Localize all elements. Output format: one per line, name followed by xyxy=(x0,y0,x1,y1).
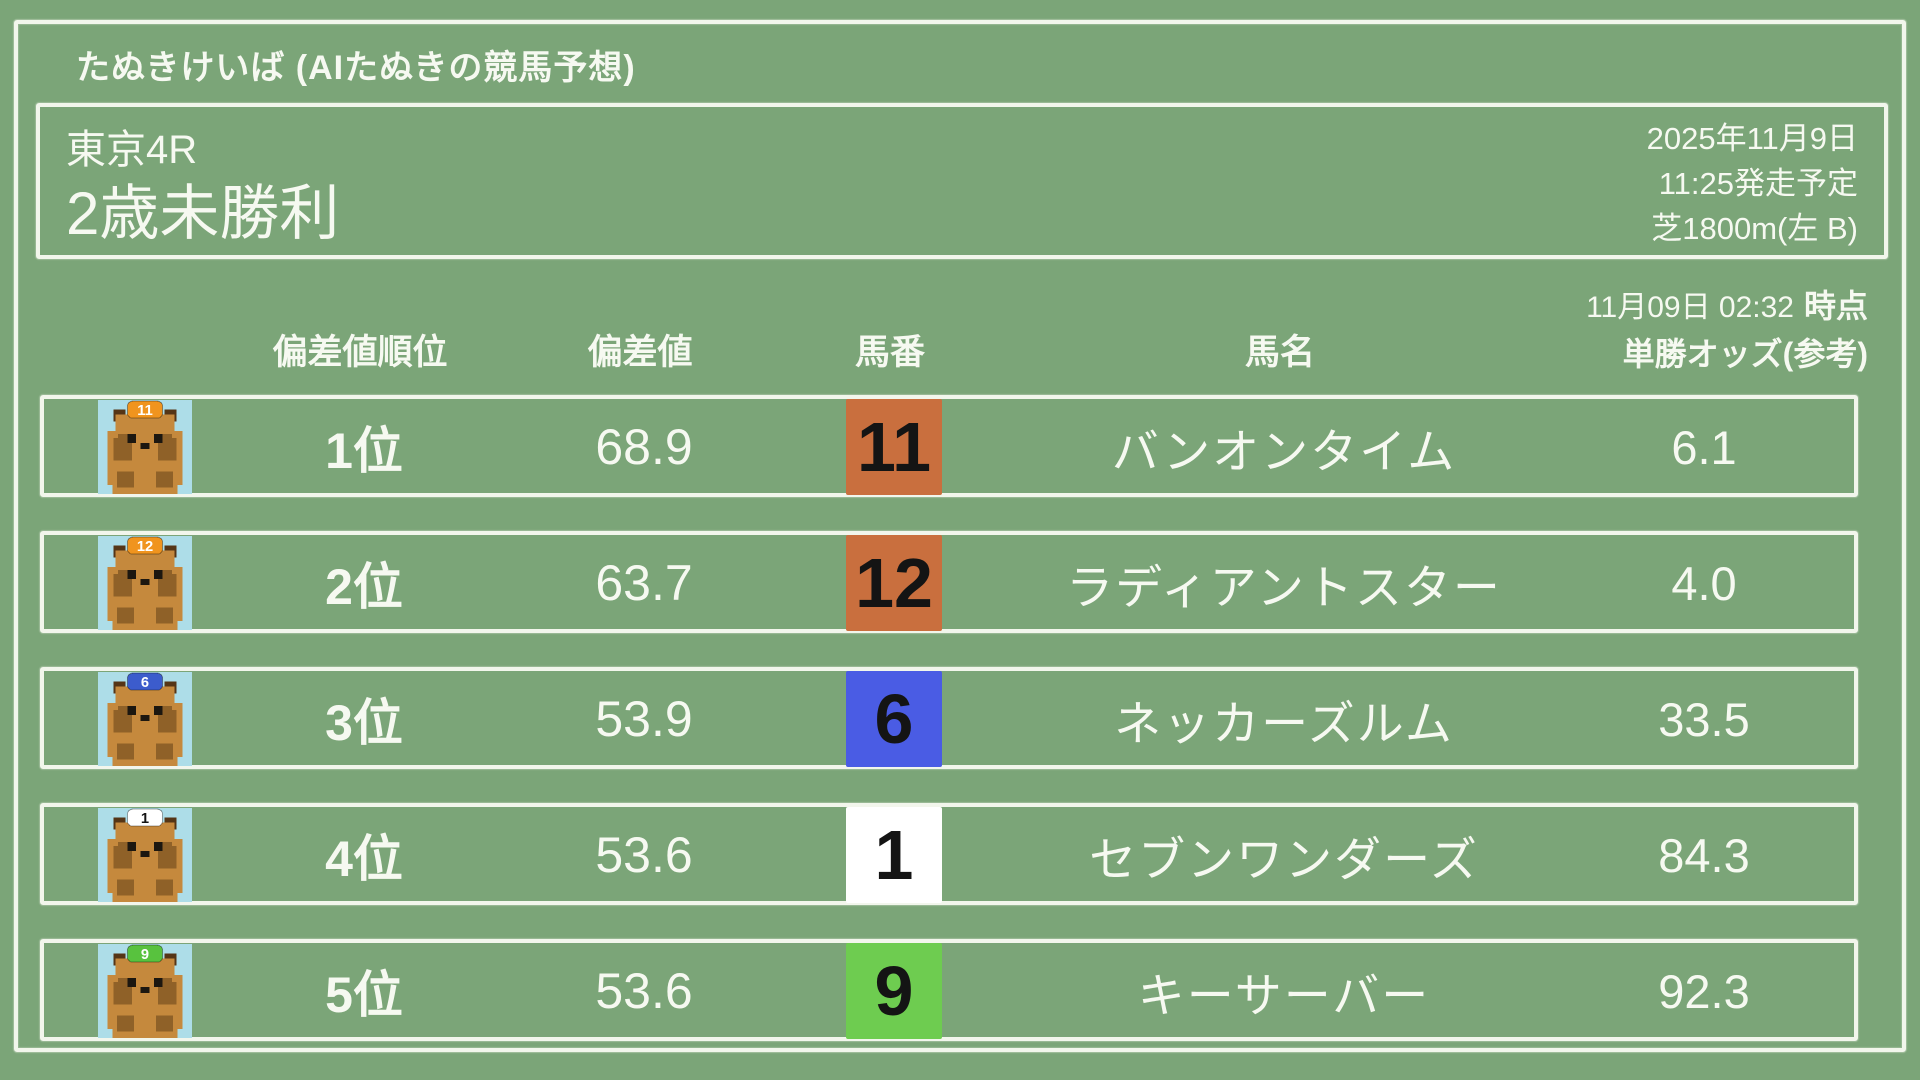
race-name: 2歳未勝利 xyxy=(66,180,340,247)
icon-cell: 6 xyxy=(44,672,214,766)
horse-number-badge: 6 xyxy=(846,671,942,767)
horse-number-badge: 11 xyxy=(846,399,942,495)
deviation-cell: 53.6 xyxy=(595,827,693,883)
header-icon-spacer xyxy=(40,375,210,381)
odds-time-suffix: 時点 xyxy=(1803,288,1868,324)
header-rank: 偏差値順位 xyxy=(272,333,448,372)
odds-timestamp: 11月09日 02:32 時点 xyxy=(1550,281,1868,327)
cap-icon xyxy=(126,536,164,555)
horse-name-cell: ネッカーズルム xyxy=(1114,696,1454,750)
horse-number-cell: 11 xyxy=(774,399,1014,495)
tanuki-avatar-icon: 11 xyxy=(98,400,192,494)
tanuki-avatar-icon: 9 xyxy=(98,944,192,1038)
cap-icon xyxy=(126,400,164,419)
horse-name-cell: ラディアントスター xyxy=(1066,560,1502,614)
odds-cell: 92.3 xyxy=(1658,964,1750,1018)
app-title: たぬきけいば (AIたぬきの競馬予想) xyxy=(76,49,636,87)
race-info-box: 東京4R 2歳未勝利 2025年11月9日 11:25発走予定 芝1800m(左… xyxy=(36,103,1888,259)
tanuki-avatar-icon: 6 xyxy=(98,672,192,766)
odds-label: 単勝オッズ(参考) xyxy=(1622,336,1868,372)
icon-cell: 12 xyxy=(44,536,214,630)
odds-cell: 84.3 xyxy=(1658,828,1750,882)
cap-number: 11 xyxy=(137,403,153,419)
table-row: 9 5位 53.6 9 キーサーバー 92.3 xyxy=(40,939,1858,1041)
race-date: 2025年11月9日 xyxy=(1646,121,1858,156)
horse-name-cell: バンオンタイム xyxy=(1111,424,1457,478)
icon-cell: 9 xyxy=(44,944,214,1038)
horse-number-badge: 9 xyxy=(846,943,942,1039)
cap-number: 1 xyxy=(141,811,149,827)
race-info-left: 東京4R 2歳未勝利 xyxy=(66,115,339,247)
odds-cell: 6.1 xyxy=(1671,420,1737,474)
tanuki-avatar-icon: 1 xyxy=(98,808,192,902)
icon-cell: 1 xyxy=(44,808,214,902)
horse-number-badge: 1 xyxy=(846,807,942,903)
odds-time-text: 11月09日 02:32 xyxy=(1586,291,1794,324)
rank-cell: 1位 xyxy=(325,423,403,479)
race-track: 芝1800m(左 B) xyxy=(1651,210,1858,246)
table-row: 1 4位 53.6 1 セブンワンダーズ 84.3 xyxy=(40,803,1858,905)
cap-icon xyxy=(126,944,164,963)
header-deviation: 偏差値 xyxy=(587,333,693,372)
rank-cell: 2位 xyxy=(325,559,403,615)
table-row: 11 1位 68.9 11 バンオンタイム 6.1 xyxy=(40,395,1858,497)
horse-number-badge: 12 xyxy=(846,535,942,631)
table-row: 12 2位 63.7 12 ラディアントスター 4.0 xyxy=(40,531,1858,633)
icon-cell: 11 xyxy=(44,400,214,494)
deviation-cell: 63.7 xyxy=(595,555,693,611)
table-row: 6 3位 53.9 6 ネッカーズルム 33.5 xyxy=(40,667,1858,769)
rank-cell: 4位 xyxy=(325,831,403,887)
rank-cell: 3位 xyxy=(325,695,403,751)
cap-icon xyxy=(126,808,164,827)
header-horse-name: 馬名 xyxy=(1244,333,1315,372)
rank-cell: 5位 xyxy=(325,967,403,1023)
table-header: 偏差値順位 偏差値 馬番 馬名 11月09日 02:32 時点 単勝オッズ(参考) xyxy=(40,281,1872,381)
tanuki-avatar-icon: 12 xyxy=(98,536,192,630)
deviation-cell: 53.9 xyxy=(595,691,693,747)
horse-number-cell: 1 xyxy=(774,807,1014,903)
odds-cell: 33.5 xyxy=(1658,692,1750,746)
board-frame: たぬきけいば (AIたぬきの競馬予想) 東京4R 2歳未勝利 2025年11月9… xyxy=(14,20,1906,1052)
deviation-cell: 53.6 xyxy=(595,963,693,1019)
deviation-cell: 68.9 xyxy=(595,419,693,475)
horse-number-cell: 6 xyxy=(774,671,1014,767)
horse-name-cell: セブンワンダーズ xyxy=(1089,832,1479,886)
race-course: 東京4R xyxy=(66,128,198,172)
race-info-right: 2025年11月9日 11:25発走予定 芝1800m(左 B) xyxy=(1647,117,1858,247)
cap-number: 6 xyxy=(141,675,149,691)
cap-number: 12 xyxy=(137,539,153,555)
cap-number: 9 xyxy=(141,947,149,963)
horse-number-cell: 9 xyxy=(774,943,1014,1039)
race-start-time: 11:25発走予定 xyxy=(1658,165,1858,201)
odds-cell: 4.0 xyxy=(1671,556,1737,610)
header-horse-number: 馬番 xyxy=(854,333,925,372)
horse-name-cell: キーサーバー xyxy=(1137,968,1431,1022)
rows: 11 1位 68.9 11 バンオンタイム 6.1 xyxy=(40,395,1858,1041)
horse-number-cell: 12 xyxy=(774,535,1014,631)
cap-icon xyxy=(126,672,164,691)
header-odds: 11月09日 02:32 時点 単勝オッズ(参考) xyxy=(1550,281,1872,381)
